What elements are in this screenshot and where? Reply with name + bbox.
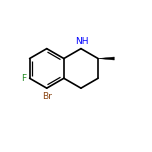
Text: F: F [21, 74, 26, 83]
Text: Br: Br [42, 92, 52, 101]
Text: NH: NH [75, 37, 88, 46]
Polygon shape [98, 57, 114, 60]
